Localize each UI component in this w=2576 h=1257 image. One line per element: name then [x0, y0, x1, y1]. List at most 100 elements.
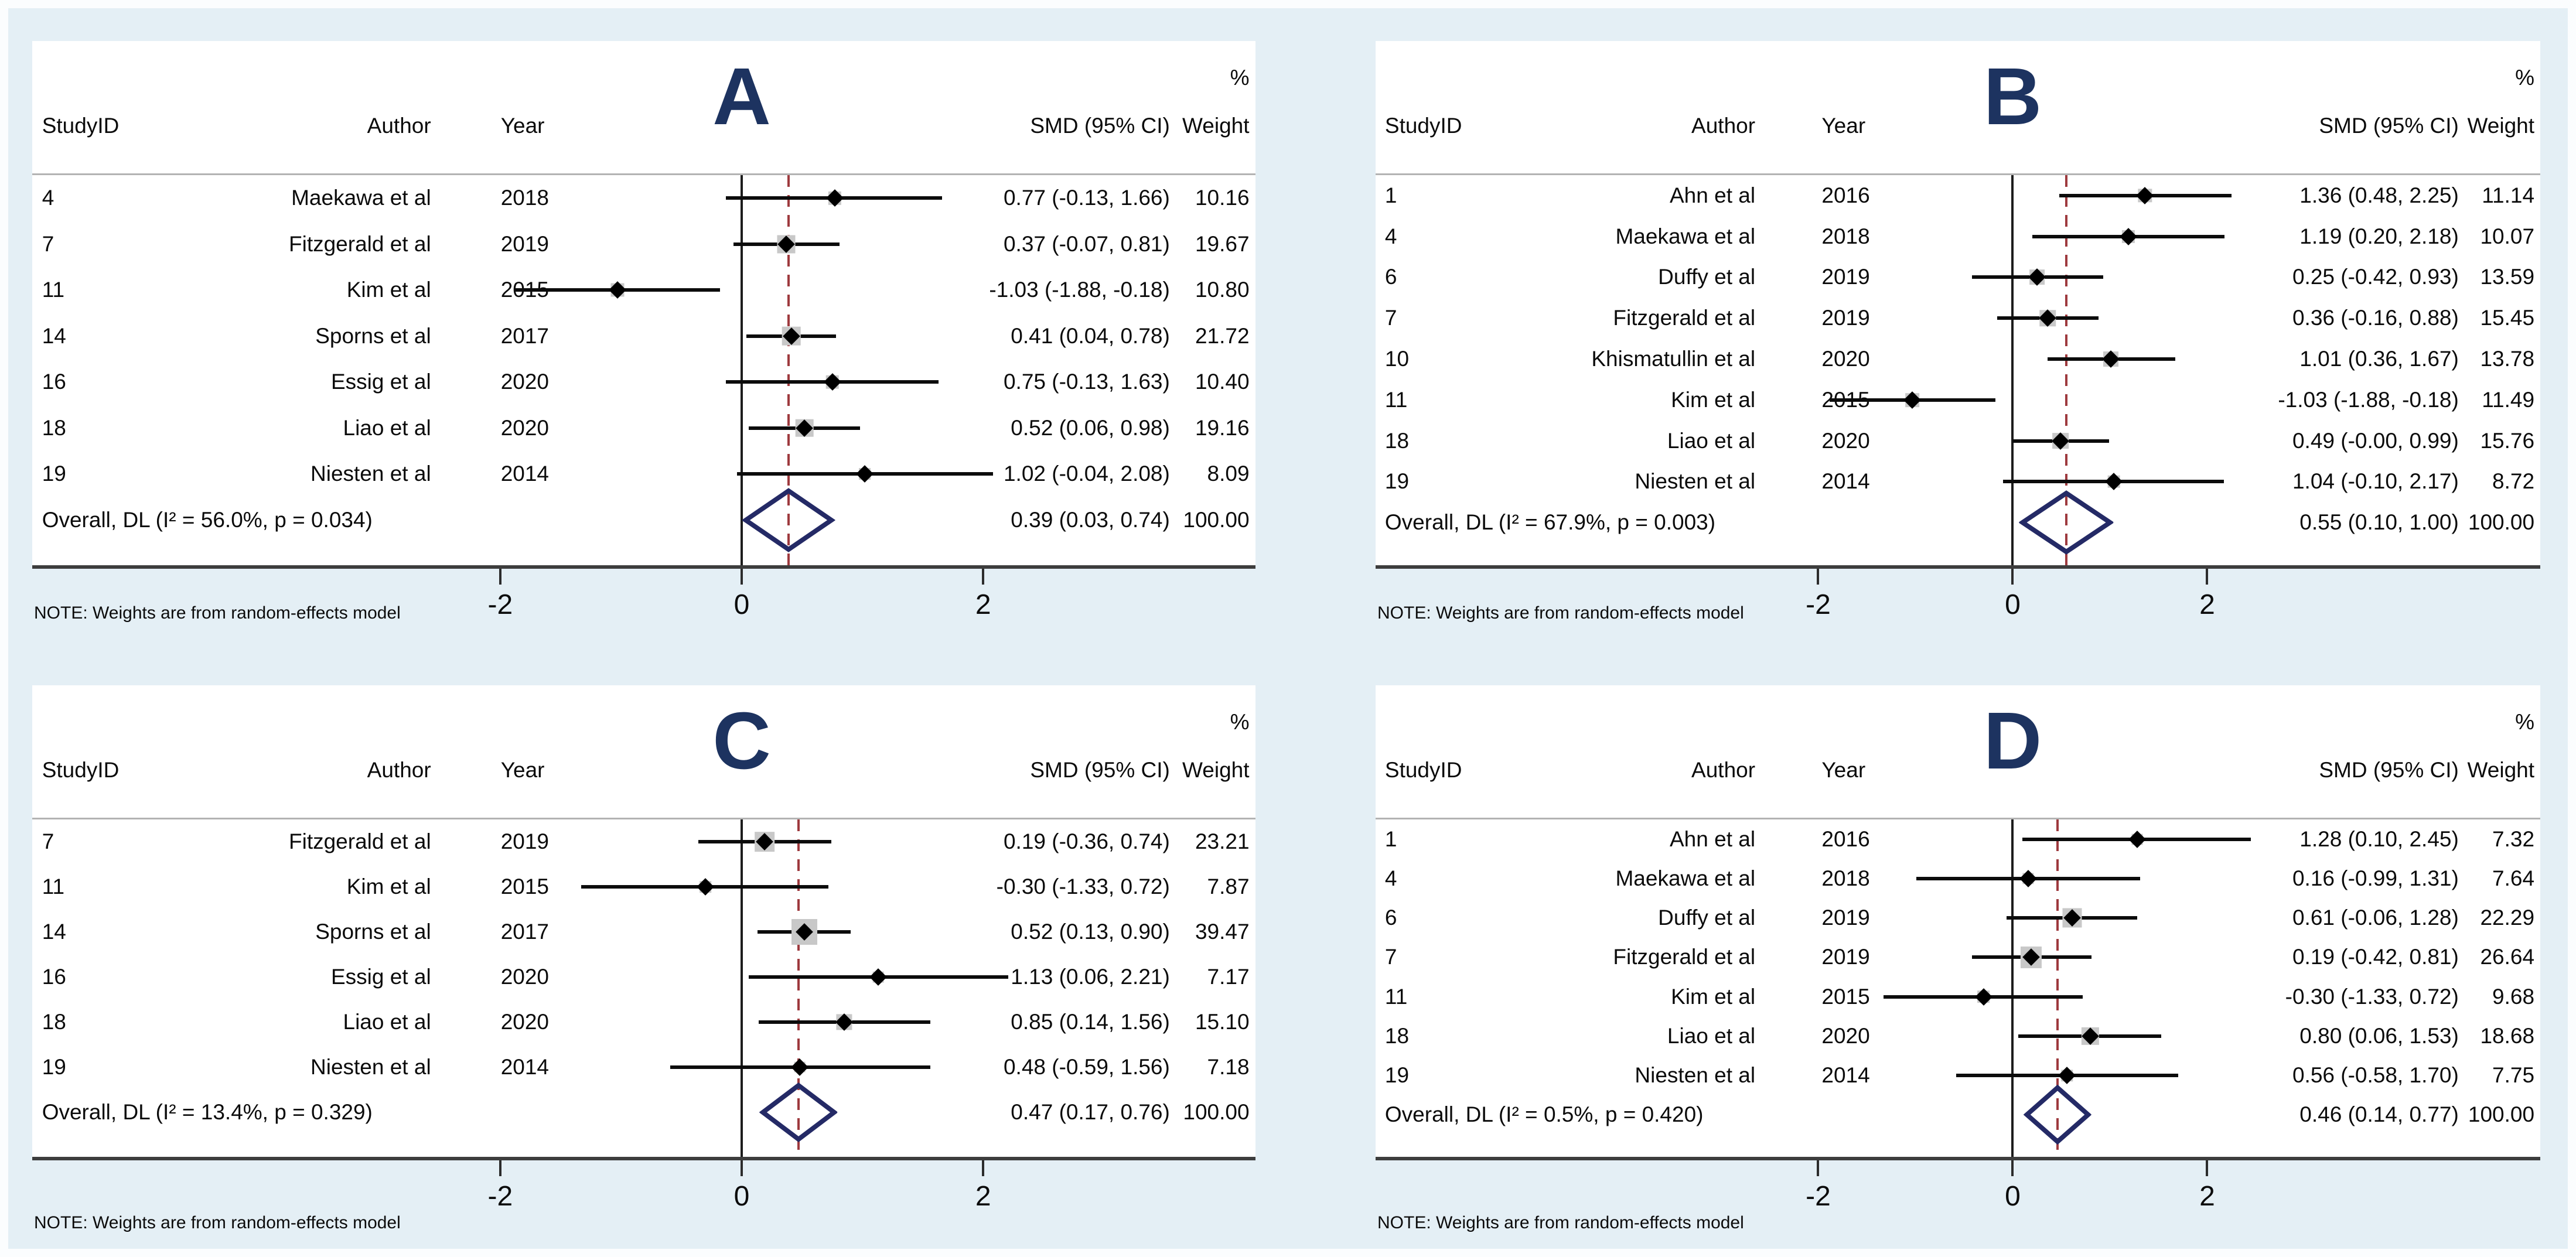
weight-header: Weight: [2467, 758, 2535, 782]
overall-smd-ci: 0.47 (0.17, 0.76): [1011, 1099, 1170, 1124]
study-year: 2017: [500, 323, 550, 348]
study-year: 2016: [1821, 826, 1870, 851]
study-id: 7: [1384, 306, 1397, 330]
study-author: Kim et al: [1671, 387, 1756, 412]
study-weight: 10.07: [2480, 224, 2535, 248]
study-smd-ci: 0.75 (-0.13, 1.63): [1003, 370, 1170, 394]
study-row: 19 Niesten et al 2014 1.04 (-0.10, 2.17) 8.7…: [1376, 461, 2540, 502]
study-smd-ci: 1.04 (-0.10, 2.17): [2292, 469, 2459, 494]
study-weight: 11.14: [2482, 183, 2535, 207]
panel-c: C % StudyID Author Year SMD (95% CI) Wei…: [0, 628, 1288, 1257]
header-rule: [32, 173, 1255, 175]
author-header: Author: [1691, 758, 1756, 782]
study-id: 19: [1384, 469, 1410, 494]
x-axis-tick: [982, 569, 985, 585]
study-id: 7: [42, 829, 54, 854]
study-weight: 18.68: [2480, 1023, 2535, 1048]
study-year: 2019: [1821, 306, 1870, 330]
study-author: Duffy et al: [1658, 906, 1756, 930]
study-author: Fitzgerald et al: [289, 829, 431, 854]
study-author: Liao et al: [343, 415, 431, 440]
study-row: 7 Fitzgerald et al 2019 0.19 (-0.42, 0.81) 2…: [1376, 938, 2540, 977]
study-smd-ci: 0.48 (-0.59, 1.56): [1003, 1054, 1170, 1079]
study-row: 14 Sporns et al 2017 0.52 (0.13, 0.90) 39.47: [32, 910, 1255, 955]
overall-row: Overall, DL (I² = 13.4%, p = 0.329) 0.47 …: [32, 1082, 1255, 1142]
study-author: Kim et al: [346, 875, 431, 899]
study-year: 2020: [1821, 1023, 1870, 1048]
overall-diamond: [742, 487, 835, 552]
study-year: 2014: [1821, 1063, 1870, 1088]
x-axis-tick-label: 2: [975, 589, 991, 620]
study-author: Liao et al: [1667, 428, 1756, 453]
study-author: Fitzgerald et al: [289, 231, 431, 256]
x-axis-tick-label: -2: [1806, 589, 1831, 620]
study-row: 18 Liao et al 2020 0.80 (0.06, 1.53) 18.68: [1376, 1016, 2540, 1056]
study-smd-ci: 1.28 (0.10, 2.45): [2299, 826, 2459, 851]
panel-d: D % StudyID Author Year SMD (95% CI) Wei…: [1288, 628, 2576, 1257]
zero-reference-line: [741, 175, 743, 565]
studyid-header: StudyID: [1384, 758, 1462, 782]
study-id: 11: [1384, 984, 1408, 1009]
smd-header: SMD (95% CI): [1030, 114, 1170, 138]
study-id: 6: [1384, 265, 1397, 289]
study-year: 2019: [500, 829, 550, 854]
study-id: 1: [1384, 183, 1397, 207]
percent-header: %: [1230, 710, 1250, 734]
overall-smd-ci: 0.46 (0.14, 0.77): [2299, 1102, 2459, 1127]
header-rule: [1376, 818, 2540, 819]
study-author: Liao et al: [343, 1009, 431, 1034]
study-row: 19 Niesten et al 2014 0.48 (-0.59, 1.56) 7.1…: [32, 1044, 1255, 1089]
study-year: 2015: [1821, 984, 1870, 1009]
study-author: Ahn et al: [1670, 183, 1756, 207]
x-axis-tick: [2206, 1160, 2209, 1176]
x-axis-tick-label: 0: [733, 1181, 750, 1212]
study-smd-ci: 0.52 (0.13, 0.90): [1011, 920, 1170, 944]
study-row: 7 Fitzgerald et al 2019 0.37 (-0.07, 0.81) 1…: [32, 221, 1255, 268]
percent-header: %: [2515, 710, 2535, 734]
study-id: 18: [1384, 428, 1410, 453]
study-id: 19: [42, 1054, 66, 1079]
study-year: 2020: [500, 965, 550, 989]
study-weight: 26.64: [2480, 945, 2535, 969]
study-smd-ci: 0.41 (0.04, 0.78): [1011, 323, 1170, 348]
overall-label: Overall, DL (I² = 13.4%, p = 0.329): [42, 1099, 373, 1124]
study-author: Maekawa et al: [291, 186, 431, 210]
year-header: Year: [1821, 114, 1866, 138]
panel-a-rows: 4 Maekawa et al 2018 0.77 (-0.13, 1.66) 10.1…: [32, 175, 1255, 565]
overall-smd-ci: 0.55 (0.10, 1.00): [2299, 510, 2459, 535]
study-smd-ci: 0.80 (0.06, 1.53): [2299, 1023, 2459, 1048]
study-id: 6: [1384, 906, 1397, 930]
study-smd-ci: 0.19 (-0.42, 0.81): [2292, 945, 2459, 969]
study-weight: 7.87: [1207, 875, 1250, 899]
study-smd-ci: 0.61 (-0.06, 1.28): [2292, 906, 2459, 930]
overall-estimate-dashed-line: [797, 819, 800, 1157]
study-row: 18 Liao et al 2020 0.49 (-0.00, 0.99) 15.76: [1376, 421, 2540, 462]
panel-c-plot-area: C % StudyID Author Year SMD (95% CI) Wei…: [32, 685, 1255, 1160]
overall-label: Overall, DL (I² = 67.9%, p = 0.003): [1384, 510, 1716, 535]
study-year: 2019: [1821, 906, 1870, 930]
study-weight: 22.29: [2480, 906, 2535, 930]
study-author: Niesten et al: [1635, 1063, 1756, 1088]
overall-weight: 100.00: [2468, 1102, 2535, 1127]
study-row: 18 Liao et al 2020 0.52 (0.06, 0.98) 19.16: [32, 405, 1255, 452]
x-axis-tick: [499, 569, 501, 585]
x-axis-tick-label: -2: [487, 589, 513, 620]
study-id: 11: [42, 278, 65, 302]
study-smd-ci: -1.03 (-1.88, -0.18): [2278, 387, 2459, 412]
x-axis-tick: [1817, 1160, 1820, 1176]
study-year: 2020: [500, 1009, 550, 1034]
x-axis-tick: [741, 1160, 743, 1176]
x-axis-tick: [2011, 569, 2014, 585]
studyid-header: StudyID: [1384, 114, 1462, 138]
study-id: 11: [1384, 387, 1408, 412]
study-author: Liao et al: [1667, 1023, 1756, 1048]
study-smd-ci: -0.30 (-1.33, 0.72): [996, 875, 1170, 899]
study-weight: 23.21: [1195, 829, 1250, 854]
study-author: Sporns et al: [315, 323, 431, 348]
study-year: 2014: [500, 1054, 550, 1079]
study-author: Fitzgerald et al: [1613, 306, 1756, 330]
study-id: 14: [42, 323, 66, 348]
study-row: 6 Duffy et al 2019 0.25 (-0.42, 0.93) 13.59: [1376, 257, 2540, 298]
study-weight: 7.32: [2492, 826, 2535, 851]
